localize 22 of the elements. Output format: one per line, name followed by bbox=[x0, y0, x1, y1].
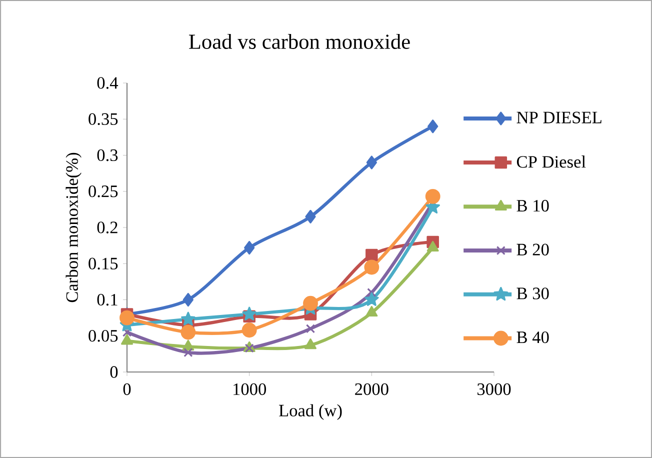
x-tick-label: 3000 bbox=[478, 383, 511, 396]
legend-label: B 10 bbox=[516, 200, 549, 212]
y-tick-label: 0.15 bbox=[88, 258, 118, 270]
chart-title: Load vs carbon monoxide bbox=[189, 34, 410, 49]
y-tick-label: 0.35 bbox=[88, 113, 118, 126]
x-tick-label: 1000 bbox=[234, 383, 266, 396]
legend-label: B 30 bbox=[516, 288, 549, 300]
legend-label: NP DIESEL bbox=[516, 112, 602, 124]
y-tick-label: 0.05 bbox=[88, 330, 118, 342]
y-tick-label: 0.25 bbox=[88, 185, 118, 198]
x-axis-title: Load (w) bbox=[279, 404, 342, 420]
y-axis-title: Carbon monoxide(%) bbox=[66, 152, 82, 302]
x-tick-label: 0 bbox=[123, 383, 131, 396]
legend-label: B 20 bbox=[516, 244, 549, 256]
y-tick-label: 0.4 bbox=[97, 77, 118, 89]
legend-label: B 40 bbox=[516, 331, 549, 344]
y-tick-label: 0.1 bbox=[97, 294, 118, 306]
y-tick-label: 0 bbox=[110, 366, 118, 378]
legend-label: CP Diesel bbox=[516, 156, 586, 168]
y-tick-label: 0.3 bbox=[97, 149, 118, 162]
y-tick-label: 0.2 bbox=[97, 222, 118, 234]
x-tick-label: 2000 bbox=[355, 383, 388, 396]
